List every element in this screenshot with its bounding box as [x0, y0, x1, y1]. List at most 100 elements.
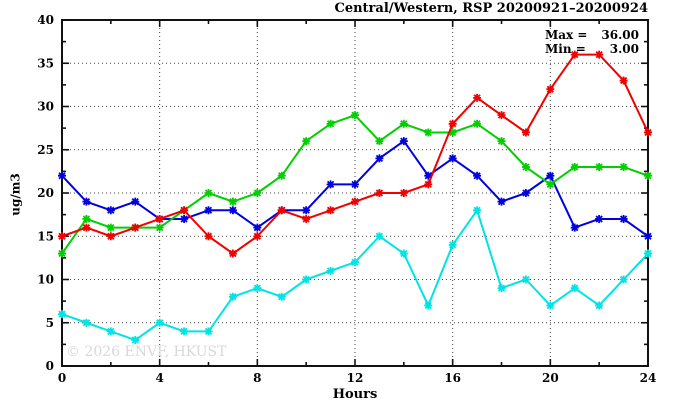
y-tick-label: 40 — [37, 13, 54, 27]
series-cyan-marker — [595, 301, 604, 310]
x-tick-label: 4 — [155, 371, 163, 385]
y-tick-label: 0 — [46, 359, 54, 373]
series-green-marker — [375, 137, 384, 146]
series-blue-marker — [644, 232, 652, 241]
series-cyan-marker — [58, 310, 66, 319]
series-green-marker — [302, 137, 311, 146]
series-red-marker — [302, 214, 311, 223]
series-green-marker — [326, 119, 335, 128]
series-cyan-marker — [497, 284, 506, 293]
series-cyan-marker — [375, 232, 384, 241]
y-tick-label: 30 — [37, 100, 54, 114]
max-label: Max = — [545, 28, 588, 42]
series-green-marker — [58, 249, 66, 258]
series-red-marker — [497, 111, 506, 120]
series-cyan-marker — [228, 292, 237, 301]
series-cyan-marker — [521, 275, 530, 284]
minmax-annotation: Max = 36.00 Min = 3.00 — [545, 28, 639, 56]
min-label: Min = — [545, 42, 586, 56]
series-red-marker — [155, 214, 164, 223]
max-value: 36.00 — [601, 28, 639, 42]
series-green-marker — [570, 163, 579, 172]
series-green-marker — [595, 163, 604, 172]
series-red-marker — [180, 206, 189, 215]
series-blue-marker — [521, 189, 530, 197]
y-tick-label: 20 — [37, 186, 54, 200]
series-green-marker — [204, 189, 213, 197]
series-cyan-marker — [155, 318, 164, 327]
y-tick-label: 5 — [46, 316, 54, 330]
series-blue-marker — [351, 180, 359, 189]
series-cyan-marker — [106, 327, 115, 336]
series-red-marker — [521, 128, 530, 137]
series-blue-marker — [302, 206, 311, 215]
series-cyan-marker — [473, 206, 482, 215]
series-cyan-marker — [448, 240, 457, 249]
series-cyan-marker — [399, 249, 408, 258]
series-green-marker — [473, 119, 482, 128]
series-cyan-marker — [82, 318, 91, 327]
series-green-marker — [277, 171, 286, 180]
series-cyan-marker — [253, 284, 262, 293]
series-blue-marker — [448, 154, 457, 163]
series-cyan-marker — [180, 327, 189, 336]
series-blue-marker — [497, 197, 506, 206]
series-cyan-marker — [546, 301, 555, 310]
series-red-marker — [375, 189, 384, 197]
series-red-marker — [546, 85, 555, 94]
series-blue-marker — [58, 171, 66, 180]
series-cyan-marker — [424, 301, 433, 310]
series-red-marker — [448, 119, 457, 128]
series-green-marker — [351, 111, 359, 120]
max-annotation-row: Max = 36.00 — [545, 28, 639, 42]
series-blue-marker — [228, 206, 237, 215]
series-red-marker — [473, 93, 482, 102]
min-annotation-row: Min = 3.00 — [545, 42, 639, 56]
y-tick-label: 25 — [37, 143, 54, 157]
series-green-marker — [399, 119, 408, 128]
series-blue-marker — [399, 137, 408, 146]
series-green-marker — [448, 128, 457, 137]
series-red-marker — [619, 76, 628, 85]
series-blue-marker — [546, 171, 555, 180]
series-red-marker — [131, 223, 140, 232]
series-green-marker — [155, 223, 164, 232]
x-tick-label: 24 — [640, 371, 657, 385]
x-tick-label: 0 — [58, 371, 66, 385]
series-blue-marker — [570, 223, 579, 232]
series-green-marker — [106, 223, 115, 232]
series-red-marker — [595, 50, 604, 59]
x-axis-title: Hours — [332, 387, 378, 402]
series-blue-marker — [131, 197, 140, 206]
series-red-marker — [351, 197, 359, 206]
x-tick-label: 16 — [444, 371, 461, 385]
series-red-marker — [570, 50, 579, 59]
series-green-marker — [644, 171, 652, 180]
series-red-marker — [58, 232, 66, 241]
series-blue-marker — [424, 171, 433, 180]
watermark-text: © 2026 ENVF, HKUST — [66, 344, 227, 360]
series-red-marker — [424, 180, 433, 189]
series-blue-marker — [204, 206, 213, 215]
series-green-marker — [546, 180, 555, 189]
series-red-marker — [277, 206, 286, 215]
series-cyan-marker — [619, 275, 628, 284]
series-cyan-marker — [644, 249, 652, 258]
series-green-marker — [228, 197, 237, 206]
series-red-marker — [644, 128, 652, 137]
series-blue-marker — [619, 214, 628, 223]
series-green-marker — [253, 189, 262, 197]
y-tick-label: 15 — [37, 229, 54, 243]
series-red-marker — [253, 232, 262, 241]
y-axis-title: ug/m3 — [8, 173, 23, 216]
series-cyan-marker — [277, 292, 286, 301]
min-value: 3.00 — [609, 42, 639, 56]
series-blue-marker — [375, 154, 384, 163]
series-green-marker — [521, 163, 530, 172]
series-red-marker — [82, 223, 91, 232]
series-red-marker — [326, 206, 335, 215]
series-red-marker — [204, 232, 213, 241]
series-cyan-marker — [351, 258, 359, 267]
